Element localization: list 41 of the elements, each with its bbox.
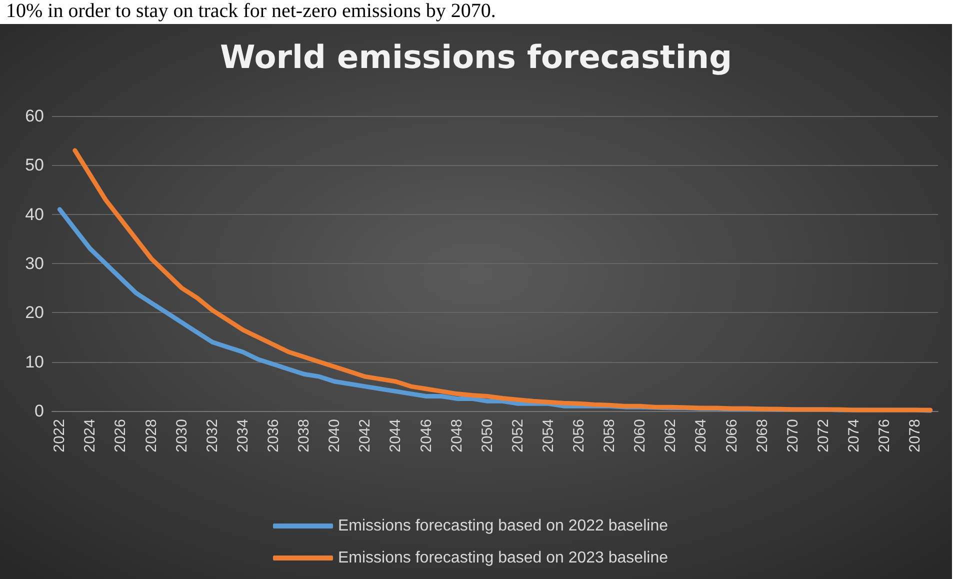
y-tick-label: 60 xyxy=(25,106,44,126)
x-tick-label: 2046 xyxy=(418,419,435,452)
x-tick-label: 2038 xyxy=(296,419,313,452)
x-tick-label: 2036 xyxy=(265,419,282,452)
x-tick-label: 2054 xyxy=(540,419,557,452)
x-tick-label: 2032 xyxy=(204,419,221,452)
x-tick-label: 2058 xyxy=(601,419,618,452)
x-tick-label: 2048 xyxy=(448,419,466,452)
x-tick-label: 2066 xyxy=(723,419,740,452)
x-tick-label: 2050 xyxy=(478,419,496,452)
y-tick-label: 10 xyxy=(25,352,44,372)
x-tick-label: 2060 xyxy=(632,419,649,452)
x-tick-label: 2070 xyxy=(784,419,802,452)
x-tick-label: 2034 xyxy=(234,419,252,452)
x-tick-label: 2072 xyxy=(814,419,832,452)
text: 10% in order to stay on track for net-zero emissions by 2070. xyxy=(5,0,497,22)
x-tick-label: 2078 xyxy=(906,419,924,452)
chart-title: World emissions forecasting xyxy=(220,38,732,76)
x-tick-label: 2076 xyxy=(876,419,894,452)
x-tick-label: 2042 xyxy=(356,419,374,452)
x-tick-label: 2022 xyxy=(51,419,68,452)
x-tick-label: 2052 xyxy=(509,419,526,452)
y-tick-label: 40 xyxy=(25,204,44,224)
legend-label: Emissions forecasting based on 2023 baseline xyxy=(338,550,668,566)
x-tick-label: 2062 xyxy=(662,419,680,452)
y-tick-label: 50 xyxy=(25,156,44,175)
x-tick-label: 2040 xyxy=(326,419,344,452)
x-tick-label: 2024 xyxy=(82,419,99,452)
x-tick-label: 2028 xyxy=(142,419,160,452)
x-tick-label: 2044 xyxy=(387,419,404,452)
x-tick-label: 2064 xyxy=(692,419,710,452)
x-tick-label: 2074 xyxy=(845,419,862,452)
x-tick-label: 2026 xyxy=(112,419,130,452)
y-tick-label: 30 xyxy=(25,254,44,273)
y-tick-label: 20 xyxy=(25,303,44,322)
x-tick-label: 2030 xyxy=(173,419,190,452)
x-tick-label: 2056 xyxy=(570,419,588,452)
x-tick-label: 2068 xyxy=(754,419,771,452)
line-series xyxy=(72,148,933,412)
y-tick-label: 0 xyxy=(34,402,44,420)
legend-label: Emissions forecasting based on 2022 baseline xyxy=(338,518,668,534)
